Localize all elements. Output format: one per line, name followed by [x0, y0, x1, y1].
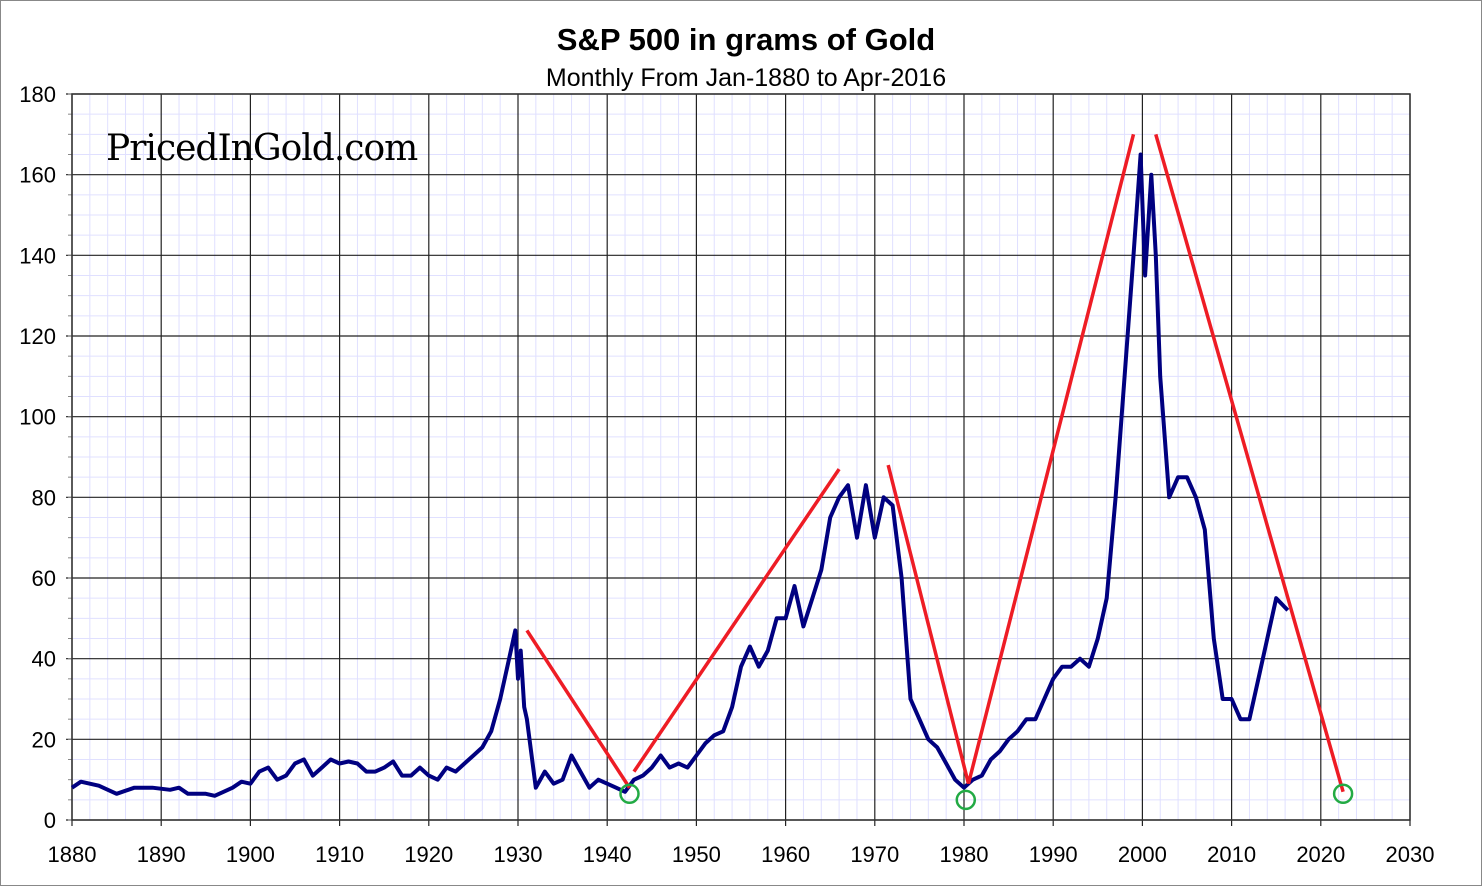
y-tick-label: 60: [32, 566, 56, 591]
bottom-marker-circle: [955, 789, 977, 811]
y-tick-label: 80: [32, 485, 56, 510]
y-tick-label: 40: [32, 647, 56, 672]
plot-marks: [70, 133, 1354, 811]
x-tick-label: 1930: [494, 842, 543, 867]
x-tick-label: 1900: [226, 842, 275, 867]
x-tick-label: 1960: [761, 842, 810, 867]
x-tick-label: 1990: [1029, 842, 1078, 867]
x-tick-label: 2020: [1296, 842, 1345, 867]
y-tick-label: 120: [19, 324, 56, 349]
x-tick-label: 1910: [315, 842, 364, 867]
x-tick-label: 1940: [583, 842, 632, 867]
x-tick-label: 1950: [672, 842, 721, 867]
chart-subtitle: Monthly From Jan-1880 to Apr-2016: [546, 64, 946, 92]
bottom-marker-circle: [1332, 783, 1354, 805]
x-tick-label: 1880: [48, 842, 97, 867]
x-tick-label: 1970: [850, 842, 899, 867]
trend-line: [886, 464, 971, 785]
grid: [66, 93, 1411, 826]
y-tick-label: 160: [19, 163, 56, 188]
y-tick-label: 20: [32, 727, 56, 752]
x-tick-label: 1980: [940, 842, 989, 867]
x-tick-label: 2000: [1118, 842, 1167, 867]
x-tick-label: 2010: [1207, 842, 1256, 867]
x-tick-label: 1920: [404, 842, 453, 867]
y-tick-label: 100: [19, 405, 56, 430]
x-tick-label: 2030: [1386, 842, 1435, 867]
plot-area-border: [71, 93, 1411, 821]
chart-title: S&P 500 in grams of Gold: [557, 22, 935, 57]
y-tick-label: 0: [44, 808, 56, 833]
trend-line: [966, 133, 1136, 785]
series-line-sp500-gold: [70, 152, 1290, 798]
trend-line: [632, 468, 841, 773]
x-tick-label: 1890: [137, 842, 186, 867]
bottom-marker-circle: [619, 783, 640, 805]
y-tick-label: 180: [19, 82, 56, 107]
trend-line: [1154, 133, 1345, 793]
y-tick-label: 140: [19, 243, 56, 268]
tick-labels: 1880 1890 1900 1910 1920 1930 1940 1950 1960 1970…: [19, 82, 1434, 867]
trend-line: [525, 629, 631, 789]
watermark-logo: PricedInGold.com: [106, 128, 418, 169]
